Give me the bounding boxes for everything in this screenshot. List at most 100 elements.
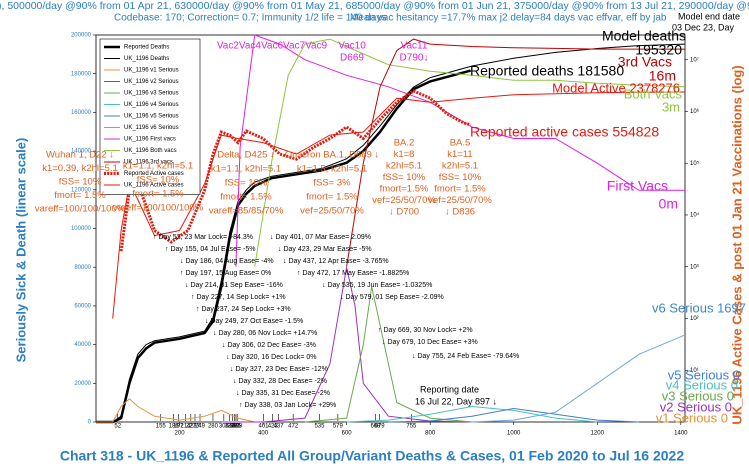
series-line: [346, 405, 598, 423]
y2-tick-label: 10⁴: [690, 212, 700, 219]
event-note: ↑ Day 52, 23 Mar Lock= +84.3%: [153, 234, 253, 241]
event-day-label: 186: [169, 424, 180, 430]
model-end: 03 Dec 23, Day: [672, 22, 735, 32]
line-label: v5 Serious 0: [668, 367, 740, 382]
line-label: v1 Serious 0: [656, 410, 728, 425]
variant-note: fmort= 1.5%: [306, 192, 358, 203]
reporting-date: Reporting date: [420, 384, 479, 394]
variant-note: k1=8: [394, 149, 415, 160]
y-tick-label: 20000: [74, 381, 91, 387]
legend-entry: Reported Active cases: [124, 171, 184, 177]
event-note: ↓ Day 679, 10 Dec Ease= +3%: [382, 339, 478, 346]
variant-note: Delta, D425 ↓: [217, 150, 275, 161]
variant-note: fmort= 1.5%: [132, 189, 184, 200]
variant-note: BA.5: [450, 138, 471, 149]
variant-note: vef=25/50/70%: [428, 195, 492, 206]
event-note: ↓ Day 214, 01 Sep Ease= -16%: [185, 282, 283, 289]
y-tick-label: 180000: [71, 71, 92, 77]
series-line: [254, 38, 686, 267]
model-end: Model end date: [678, 11, 740, 21]
event-day-label: 249: [195, 424, 206, 430]
y-tick-label: 40000: [74, 342, 91, 348]
event-note: ↓ Day 327, 23 Dec Ease= -12%: [230, 366, 328, 373]
x-tick-label: 600: [342, 431, 353, 437]
event-day-label: 306: [219, 424, 230, 430]
legend-entry: UK_1196 v1 Serious: [124, 68, 179, 74]
y2-tick-label: 10⁷: [690, 56, 699, 63]
event-note: ↓ Day 579, 01 Sep Ease= -2.09%: [340, 294, 444, 301]
variant-note: fSS= 10%: [383, 172, 426, 183]
line-label: First Vacs: [607, 178, 668, 194]
event-note: ↓ Day 332, 28 Dec Ease= -2%: [233, 378, 327, 385]
x-tick-label: 800: [425, 431, 436, 437]
event-note: ↑ Day 197, 15 Aug Ease= 0%: [180, 270, 271, 277]
line-label: Model Active 2378276: [552, 80, 680, 95]
line-label: 0m: [659, 196, 678, 212]
line-label: Reported deaths 181580: [470, 63, 624, 79]
line-label: 3m: [662, 99, 680, 114]
event-day-label: 227: [186, 424, 197, 430]
variant-note: k2hl=5.1: [442, 161, 478, 172]
variant-note: fmort= 1.5%: [434, 184, 486, 195]
line-label: 16m: [649, 68, 676, 84]
event-day-label: 437: [274, 424, 285, 430]
y-tick-label: 120000: [71, 187, 92, 193]
variant-note: fSS= 10%: [225, 178, 268, 189]
line-label: v2 Serious 0: [660, 399, 732, 414]
event-note: ↓ Day 186, 04 Aug Ease= -4%: [180, 258, 274, 265]
line-label: v6 Serious 1697: [652, 300, 746, 315]
variant-note: k1=1.1, k2hl=5.1: [211, 164, 281, 175]
y-tick-label: 200000: [71, 33, 92, 39]
legend-entry: UK_1196 v5 Serious: [124, 114, 179, 120]
event-day-label: 52: [114, 424, 121, 430]
variant-note: k1=11: [447, 149, 472, 160]
vaccine-note: Vac10: [338, 41, 366, 52]
event-day-label: 155: [156, 424, 167, 430]
legend-entry: UK_1196 First vacs: [124, 137, 176, 143]
variant-note: k1=1.5, k2hl=5.1: [297, 164, 367, 175]
line-label: 195320: [635, 42, 682, 58]
event-note: ↓ Day 535, 19 Jun Ease= -1.0325%: [322, 282, 432, 289]
event-day-label: 197: [173, 424, 184, 430]
variant-note: ↓ D836: [445, 207, 475, 218]
header-line: ), 500000/day @90% from 01 Apr 21, 63000…: [0, 0, 749, 12]
y2-tick-label: 10⁵: [690, 160, 700, 167]
event-day-label: 335: [231, 424, 242, 430]
series-line: [346, 38, 685, 267]
line-label: Reported active cases 554828: [470, 124, 659, 140]
variant-note: ↓ D700: [389, 207, 419, 218]
variant-note: fSS= 10%: [59, 177, 102, 188]
legend-entry: UK_1196 Deaths: [124, 56, 169, 62]
legend-entry: UK_1196 Active cases: [124, 183, 184, 189]
header-line: Mean vac hesitancy =17.7% max j2 delay=8…: [350, 13, 667, 24]
event-day-label: 237: [190, 424, 201, 430]
variant-note: k2hl=5.1: [386, 161, 422, 172]
event-day-label: 214: [180, 424, 191, 430]
legend-entry: UK_1196 3rd vacs: [124, 160, 173, 166]
line-label: Both Vacs: [624, 86, 683, 101]
event-note: ↓ Day 401, 07 Mar Ease= 2.09%: [270, 234, 371, 241]
event-day-label: 332: [230, 424, 241, 430]
variant-note: BA.2: [394, 138, 415, 149]
y2-tick-label: 10⁶: [690, 108, 700, 115]
variant-note: fmort=1.5%: [380, 184, 429, 195]
vaccine-note: Vac11: [401, 41, 428, 52]
line-label: 3rd Vacs: [618, 54, 672, 70]
y-tick-label: 160000: [71, 110, 92, 116]
event-note: ↓ Day 320, 16 Dec Lock= 0%: [226, 354, 316, 361]
vaccine-note: Vac2Vac4Vac6Vac7Vac9: [217, 41, 328, 52]
event-note: ↑ Day 227, 14 Sep Lock= +1%: [191, 294, 286, 301]
x-tick-label: 200: [175, 431, 186, 437]
event-note: ↑ Day 155, 04 Jul Ease= -5%: [165, 246, 255, 253]
y2-tick-label: 10²: [690, 316, 699, 322]
variant-note: Omicron BA.1, D669 ↓: [285, 150, 380, 161]
x-tick-label: 1200: [591, 431, 605, 437]
vaccine-note: D790↓: [400, 53, 429, 64]
variant-note: vef=25/50/70%: [300, 206, 364, 217]
variant-note: k1=1.1, k2hl=5.1: [123, 161, 193, 172]
event-day-label: 320: [225, 424, 236, 430]
header-line: Codebase: 170; Correction= 0.7; Immunity…: [114, 13, 386, 24]
legend-entry: UK_1196 v4 Serious: [124, 102, 179, 108]
variant-note: fmort= 1.5%: [220, 192, 272, 203]
